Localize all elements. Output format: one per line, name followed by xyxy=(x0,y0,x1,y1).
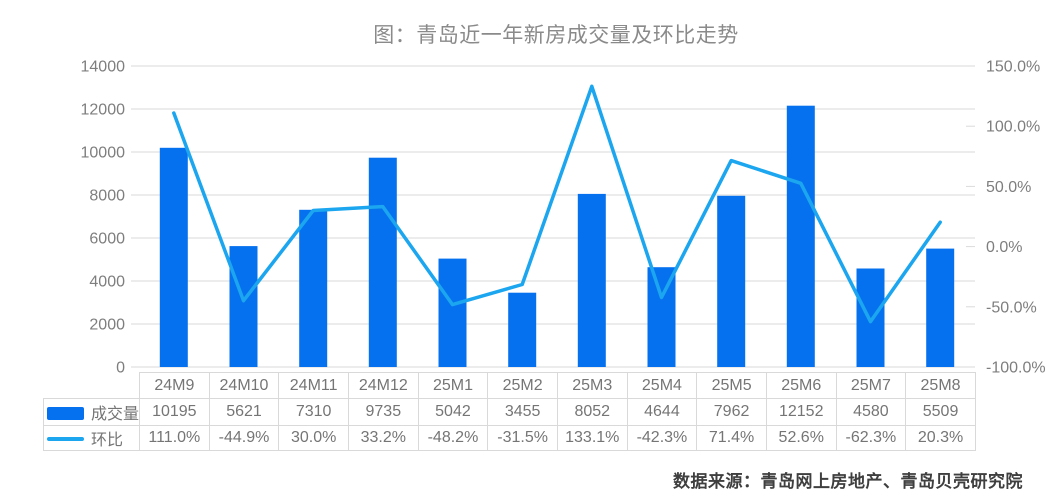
left-axis-label: 6000 xyxy=(89,231,125,248)
category-cell: 25M2 xyxy=(487,372,558,399)
pct-cell: -31.5% xyxy=(487,425,558,451)
pct-cell: 133.1% xyxy=(556,425,628,451)
bar xyxy=(926,248,955,367)
bar xyxy=(299,209,328,367)
volume-cell: 9735 xyxy=(347,398,419,426)
right-axis-label: -50.0% xyxy=(986,299,1037,316)
category-cell: 24M9 xyxy=(139,372,210,399)
pct-cell: 111.0% xyxy=(139,425,210,451)
data-source: 数据来源：青岛网上房地产、青岛贝壳研究院 xyxy=(673,472,1023,491)
category-cell: 24M12 xyxy=(347,372,419,399)
pct-cell: 52.6% xyxy=(765,425,837,451)
pct-cell: -48.2% xyxy=(417,425,489,451)
category-row: 24M9 24M10 24M11 24M12 25M1 25M2 25M3 25M4 25M5 2… xyxy=(44,372,976,399)
category-cell: 25M1 xyxy=(417,372,489,399)
pct-cell: 30.0% xyxy=(278,425,349,451)
bar xyxy=(508,292,537,367)
category-cell: 25M6 xyxy=(765,372,837,399)
volume-row: 成交量 10195 5621 7310 9735 5042 3455 8052 4644 7962… xyxy=(43,398,976,426)
right-axis-label: 150.0% xyxy=(986,59,1040,76)
bar xyxy=(159,147,188,367)
volume-cell: 8052 xyxy=(556,398,628,426)
legend-label-volume: 成交量 xyxy=(91,406,140,423)
category-cell: 25M5 xyxy=(696,372,767,399)
pct-cell: -44.9% xyxy=(208,425,280,451)
legend-label-pct: 环比 xyxy=(91,432,124,449)
volume-cell: 4644 xyxy=(626,398,698,426)
left-axis-label: 10000 xyxy=(81,145,126,162)
volume-cell: 4580 xyxy=(835,398,907,426)
volume-bar-swatch xyxy=(47,407,84,420)
right-axis-label: 0.0% xyxy=(986,239,1022,256)
bar xyxy=(647,267,676,367)
bar xyxy=(786,105,815,367)
pct-row: 环比 111.0% -44.9% 30.0% 33.2% -48.2% -31.5% 133.… xyxy=(43,425,976,451)
volume-cell: 5042 xyxy=(417,398,489,426)
category-cell: 24M10 xyxy=(208,372,280,399)
left-axis-label: 0 xyxy=(116,360,125,377)
right-axis-label: 50.0% xyxy=(986,179,1031,196)
pct-line-swatch xyxy=(47,437,84,441)
category-cell: 24M11 xyxy=(278,372,349,399)
category-cell: 25M8 xyxy=(905,372,976,399)
pct-cell: 33.2% xyxy=(347,425,419,451)
left-axis-label: 12000 xyxy=(81,102,126,119)
category-cell: 25M4 xyxy=(626,372,698,399)
bar xyxy=(717,195,746,367)
legend-cell-volume: 成交量 xyxy=(43,398,140,426)
volume-cell: 10195 xyxy=(139,398,210,426)
left-axis-label: 14000 xyxy=(81,59,126,76)
legend-cell-pct: 环比 xyxy=(43,425,140,451)
category-cell: 25M7 xyxy=(835,372,907,399)
volume-cell: 12152 xyxy=(765,398,837,426)
corner-cell xyxy=(44,373,140,399)
left-axis-label: 4000 xyxy=(89,274,125,291)
volume-cell: 7962 xyxy=(696,398,767,426)
bar xyxy=(229,246,258,367)
right-axis-label: -100.0% xyxy=(986,360,1046,377)
volume-cell: 7310 xyxy=(278,398,349,426)
bar xyxy=(577,193,606,367)
volume-cell: 5621 xyxy=(208,398,280,426)
category-cell: 25M3 xyxy=(556,372,628,399)
bar xyxy=(368,157,397,367)
left-axis-label: 8000 xyxy=(89,188,125,205)
volume-cell: 5509 xyxy=(905,398,976,426)
chart-title: 图：青岛近一年新房成交量及环比走势 xyxy=(373,24,739,47)
trend-line xyxy=(172,84,942,324)
pct-cell: -42.3% xyxy=(626,425,698,451)
volume-cell: 3455 xyxy=(487,398,558,426)
bar xyxy=(438,258,467,367)
right-axis-label: 100.0% xyxy=(986,119,1040,136)
pct-cell: 20.3% xyxy=(905,425,976,451)
pct-cell: 71.4% xyxy=(696,425,767,451)
pct-cell: -62.3% xyxy=(835,425,907,451)
data-table: 24M9 24M10 24M11 24M12 25M1 25M2 25M3 25M4 25M5 2… xyxy=(43,372,976,451)
left-axis-label: 2000 xyxy=(89,317,125,334)
